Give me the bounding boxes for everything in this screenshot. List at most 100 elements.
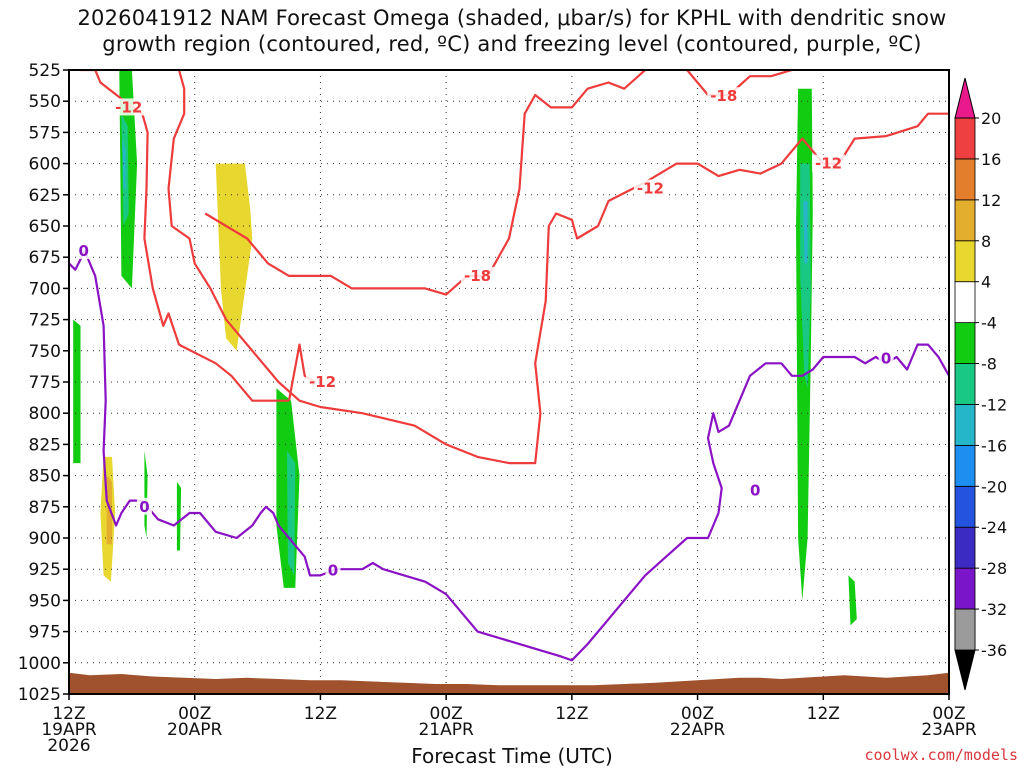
purple-contour-label-bg-2 [325,561,341,579]
colorbar-box-5 [954,404,976,446]
purple-contour-label-1: 0 [139,498,149,516]
y-tick-label-17: 950 [29,591,61,611]
axes: 525 550 575 600 625 650 675 700 725 750 775 800 825 8… [18,61,977,756]
purple-contour-label-2: 0 [328,561,338,579]
x-tick-time-7: 00Z [932,704,965,724]
x-tick-date-0: 19APR [41,720,97,740]
x-tick-date-3: 21APR [418,720,474,740]
x-tick-date-1: 20APR [167,720,223,740]
omega-region-1 [73,319,81,464]
red-contour-label-bg-0 [112,98,146,116]
x-tick-date-5: 22APR [670,720,726,740]
purple-contour-label-bg-1 [136,497,152,515]
x-tick-time-2: 12Z [304,704,337,724]
colorbar-under-arrow [954,649,976,691]
omega-region-34 [803,201,808,264]
red-contour-label-bg-1 [306,373,340,390]
chart-title-line1: 2026041912 NAM Forecast Omega (shaded, μ… [77,6,947,30]
omega-region-30 [702,163,711,214]
purple-contour-label-bg-0 [76,241,92,259]
red-contour-label-bg-3 [633,179,667,197]
red-contour-label-bg-5 [461,266,495,284]
ground-fill [69,672,949,694]
colorbar-label-13: 20 [981,109,1001,128]
red-contour-label-5: -18 [464,267,491,285]
colorbar-box-7 [954,322,976,364]
omega-region-24 [286,450,296,576]
omega-region-29 [723,151,735,276]
y-tick-label-19: 1000 [18,654,61,674]
red-contour-label-6: -18 [710,87,737,105]
omega-region-19 [241,113,260,226]
colorbar-label-12: 16 [981,150,1001,169]
x-axis-label: Forecast Time (UTC) [411,744,613,768]
omega-region-6 [84,70,91,127]
y-tick-label-9: 750 [29,342,61,362]
red-contour-label-4: -12 [815,155,842,173]
colorbar-label-0: -36 [981,641,1007,660]
red-contour-label-3: -12 [637,180,664,198]
colorbar-box-3 [954,485,976,528]
colorbar-box-8 [954,281,976,324]
purple-contour-label-4: 0 [881,349,891,367]
colorbar-box-1 [954,567,976,610]
colorbar-box-9 [954,240,976,283]
omega-region-8 [81,288,158,613]
colorbar-box-lowest [954,608,976,651]
y-tick-label-0: 525 [29,61,61,81]
omega-region-13 [144,450,148,538]
y-tick-label-15: 900 [29,529,61,549]
y-tick-label-11: 800 [29,404,61,424]
colorbar-label-8: -4 [981,314,997,333]
x-tick-time-1: 00Z [178,704,211,724]
y-tick-label-2: 575 [29,123,61,143]
colorbar-label-6: -12 [981,395,1007,414]
colorbar-label-4: -20 [981,477,1007,496]
colorbar-label-5: -16 [981,436,1007,455]
colorbar-box-6 [954,363,976,405]
x-tick-time-6: 12Z [807,704,840,724]
colorbar-box-4 [954,444,976,487]
omega-region-21 [289,113,305,214]
red-contour-label-bg-4 [812,154,846,172]
freezing-level-contours: 0 0 0 0 0 [69,241,949,662]
y-tick-label-5: 650 [29,217,61,237]
colorbar-label-1: -32 [981,600,1007,619]
y-tick-label-14: 875 [29,498,61,518]
colorbar-label-10: 8 [981,232,991,251]
y-tick-label-20: 1025 [18,685,61,705]
ground-terrain [69,672,949,694]
y-tick-label-3: 600 [29,155,61,175]
y-tick-label-6: 675 [29,248,61,268]
y-tick-label-7: 700 [29,279,61,299]
y-tick-label-18: 975 [29,623,61,643]
colorbar-box-2 [954,526,976,569]
colorbar-over-arrow [954,77,976,119]
omega-shading [69,70,861,645]
x-tick-time-5: 00Z [681,704,714,724]
purple-contour-label-bg-3 [747,481,763,499]
dendritic-contours: -12 -12 -12 -12 -18 -18 [79,70,949,465]
colorbar-label-11: 12 [981,191,1001,210]
omega-region-28 [486,488,492,545]
red-contour-label-1: -12 [309,373,336,391]
purple-contour-label-0: 0 [78,242,88,260]
colorbar: -36 -32 -28 -24 -20 -16 -12 -8 -4 4 8 12 16 20 [954,77,1007,691]
purple-contour-label-bg-4 [878,349,894,367]
y-tick-label-10: 775 [29,373,61,393]
colorbar-box-10 [954,199,976,242]
omega-region-26 [176,481,182,551]
omega-region-37 [823,238,827,314]
y-tick-label-8: 725 [29,311,61,331]
credit-text: coolwx.com/models [864,746,1018,764]
colorbar-label-7: -8 [981,355,997,374]
y-tick-label-16: 925 [29,560,61,580]
x-tick-time-4: 12Z [555,704,588,724]
x-tick-time-3: 00Z [430,704,463,724]
y-tick-label-12: 825 [29,435,61,455]
colorbar-label-2: -28 [981,559,1007,578]
x-tick-year-0: 2026 [47,736,90,756]
omega-region-33 [800,163,811,389]
x-tick-date-7: 23APR [921,720,977,740]
omega-region-40 [848,575,857,626]
